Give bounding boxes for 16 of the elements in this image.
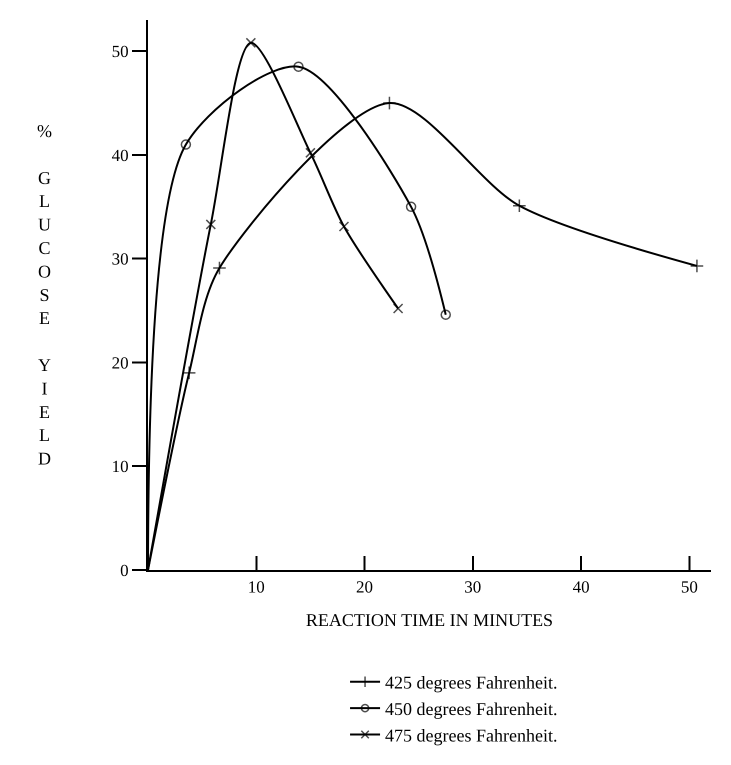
y-tick-label: 50 — [112, 42, 129, 62]
legend-label: 425 degrees Fahrenheit. — [385, 672, 558, 693]
x-tick-label: 40 — [572, 577, 590, 596]
y-tick-label: 20 — [112, 353, 129, 372]
x-tick-label: 30 — [464, 577, 482, 596]
x-tick-label: 20 — [356, 577, 374, 596]
y-tick-label: 40 — [112, 146, 129, 165]
y-tick-label: 30 — [112, 250, 129, 269]
legend-label: 475 degrees Fahrenheit. — [385, 726, 558, 746]
legend-label: 450 degrees Fahrenheit. — [385, 699, 558, 720]
y-tick-label: 10 — [112, 457, 129, 476]
x-tick-label: 50 — [680, 577, 698, 596]
y-tick-label: 0 — [120, 560, 129, 580]
x-tick-label: 10 — [248, 577, 265, 596]
text: % GLUCOSE YIELD — [37, 121, 52, 469]
x-axis-title: REACTION TIME IN MINUTES — [306, 610, 554, 630]
